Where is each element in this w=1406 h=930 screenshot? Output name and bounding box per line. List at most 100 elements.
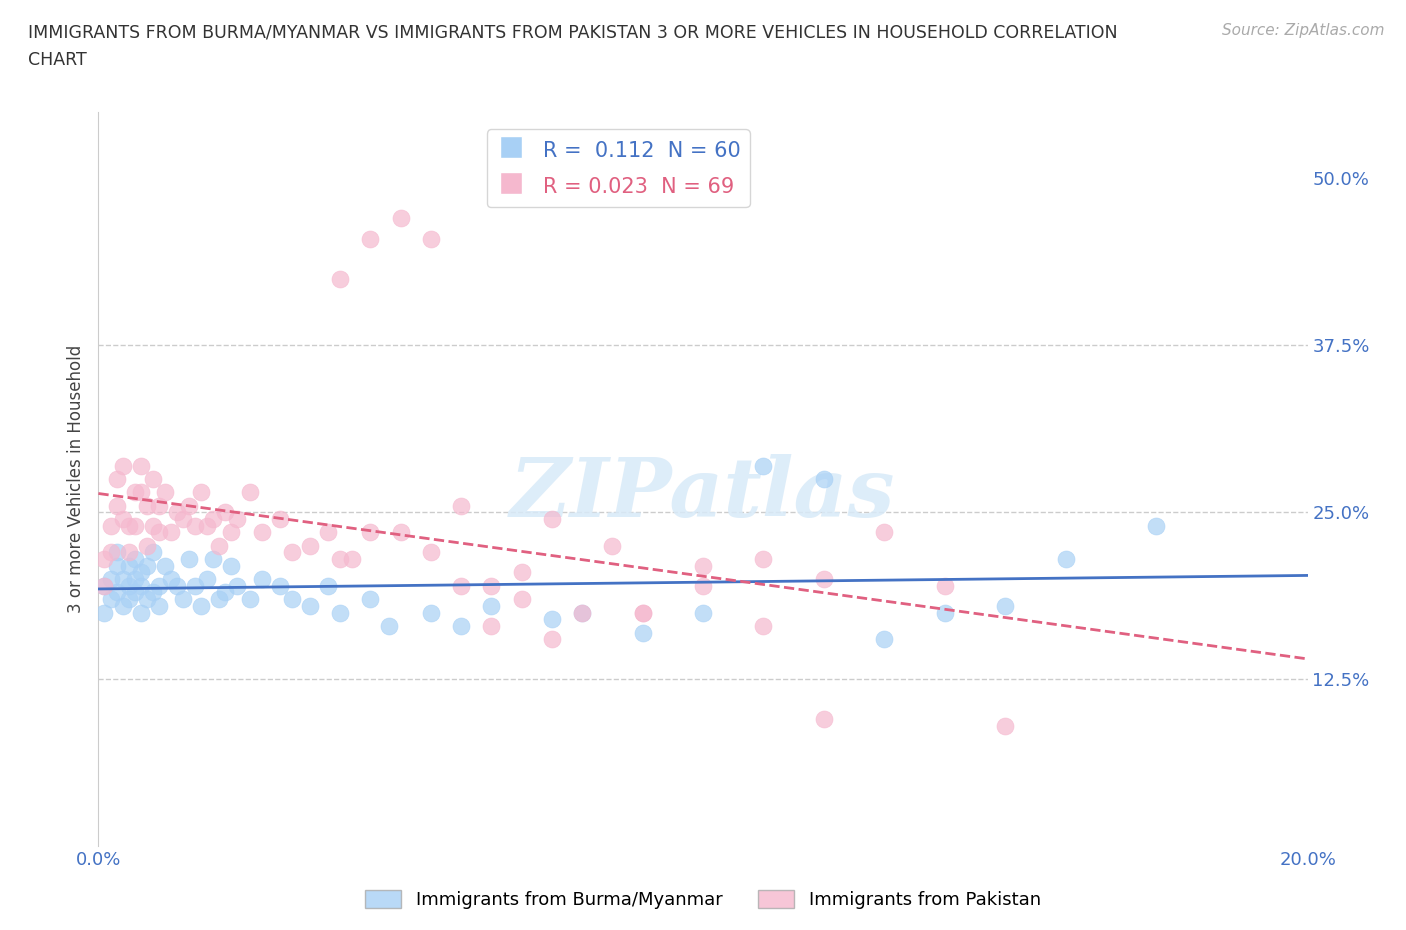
Point	[179, 498, 201, 513]
Point	[153, 558, 176, 573]
Legend: R =  0.112  N = 60, R = 0.023  N = 69: R = 0.112 N = 60, R = 0.023 N = 69	[488, 129, 749, 207]
Point	[269, 578, 291, 593]
Point	[105, 545, 128, 560]
Point	[631, 625, 654, 640]
Point	[934, 605, 956, 620]
Point	[179, 551, 201, 566]
Point	[190, 598, 212, 613]
Point	[195, 518, 218, 533]
Point	[135, 591, 157, 606]
Point	[281, 545, 304, 560]
Point	[129, 458, 152, 473]
Point	[221, 525, 243, 539]
Point	[166, 505, 188, 520]
Point	[105, 585, 128, 600]
Point	[329, 272, 352, 286]
Point	[752, 551, 775, 566]
Point	[124, 518, 146, 533]
Point	[239, 591, 262, 606]
Point	[752, 618, 775, 633]
Point	[148, 578, 170, 593]
Point	[184, 518, 207, 533]
Point	[202, 551, 225, 566]
Point	[142, 585, 165, 600]
Point	[377, 618, 399, 633]
Point	[111, 598, 134, 613]
Point	[873, 631, 896, 646]
Point	[93, 578, 115, 593]
Point	[481, 578, 503, 593]
Point	[631, 605, 654, 620]
Point	[1054, 551, 1077, 566]
Point	[450, 578, 472, 593]
Point	[153, 485, 176, 499]
Point	[93, 551, 115, 566]
Point	[316, 578, 339, 593]
Point	[105, 472, 128, 486]
Point	[752, 458, 775, 473]
Point	[100, 572, 122, 587]
Point	[221, 558, 243, 573]
Point	[420, 231, 443, 246]
Point	[148, 498, 170, 513]
Point	[994, 598, 1017, 613]
Point	[208, 591, 231, 606]
Point	[450, 498, 472, 513]
Point	[129, 485, 152, 499]
Text: Source: ZipAtlas.com: Source: ZipAtlas.com	[1222, 23, 1385, 38]
Point	[135, 558, 157, 573]
Point	[166, 578, 188, 593]
Point	[172, 512, 194, 526]
Point	[118, 578, 141, 593]
Text: CHART: CHART	[28, 51, 87, 69]
Point	[148, 525, 170, 539]
Point	[481, 618, 503, 633]
Point	[342, 551, 364, 566]
Point	[450, 618, 472, 633]
Point	[281, 591, 304, 606]
Point	[160, 572, 183, 587]
Point	[299, 598, 322, 613]
Point	[226, 512, 249, 526]
Point	[571, 605, 593, 620]
Point	[142, 472, 165, 486]
Point	[481, 598, 503, 613]
Point	[93, 578, 115, 593]
Point	[111, 512, 134, 526]
Point	[124, 551, 146, 566]
Point	[813, 472, 835, 486]
Point	[873, 525, 896, 539]
Point	[510, 591, 533, 606]
Point	[540, 512, 562, 526]
Point	[813, 572, 835, 587]
Point	[148, 598, 170, 613]
Point	[602, 538, 624, 553]
Point	[510, 565, 533, 580]
Point	[631, 605, 654, 620]
Point	[100, 518, 122, 533]
Point	[214, 585, 236, 600]
Point	[142, 518, 165, 533]
Point	[118, 558, 141, 573]
Point	[540, 612, 562, 627]
Point	[118, 518, 141, 533]
Point	[316, 525, 339, 539]
Point	[692, 558, 714, 573]
Point	[172, 591, 194, 606]
Point	[118, 591, 141, 606]
Point	[195, 572, 218, 587]
Point	[420, 545, 443, 560]
Point	[208, 538, 231, 553]
Point	[105, 558, 128, 573]
Point	[190, 485, 212, 499]
Point	[250, 572, 273, 587]
Point	[129, 565, 152, 580]
Point	[135, 498, 157, 513]
Point	[111, 572, 134, 587]
Legend: Immigrants from Burma/Myanmar, Immigrants from Pakistan: Immigrants from Burma/Myanmar, Immigrant…	[357, 883, 1049, 916]
Point	[692, 578, 714, 593]
Point	[184, 578, 207, 593]
Point	[420, 605, 443, 620]
Point	[100, 545, 122, 560]
Y-axis label: 3 or more Vehicles in Household: 3 or more Vehicles in Household	[66, 345, 84, 613]
